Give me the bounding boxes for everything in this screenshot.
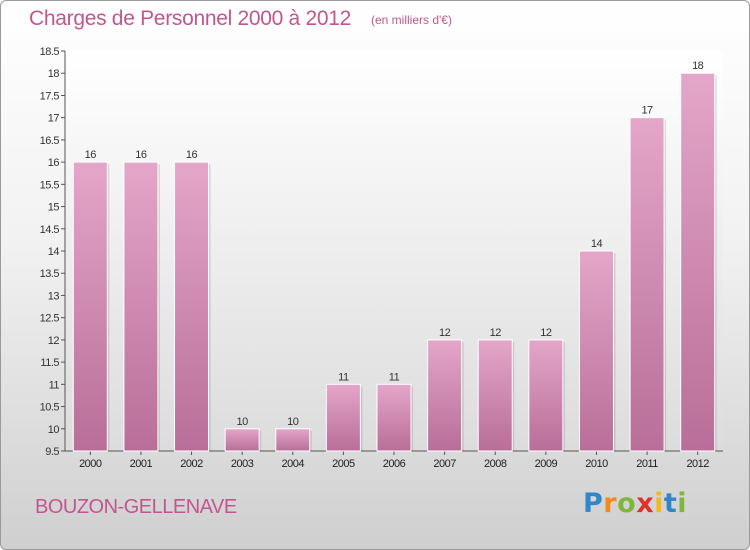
x-tick-label: 2005 [332,458,355,470]
x-tick-label: 2006 [383,458,406,470]
logo-letter: P [583,488,604,519]
y-tick-label: 12.5 [40,313,60,325]
logo-letter: r [603,488,618,519]
x-tick-label: 2008 [484,458,507,470]
y-tick-label: 16 [48,157,60,169]
y-tick-label: 9.5 [45,446,59,458]
y-tick-label: 14.5 [40,224,60,236]
bar [578,250,614,452]
logo-letter: i [654,488,664,519]
y-tick-label: 13.5 [40,268,60,280]
x-tick-label: 2000 [79,458,102,470]
data-label: 17 [641,105,653,117]
x-tick-label: 2010 [585,458,608,470]
bar [427,339,463,452]
y-tick-label: 12 [48,335,60,347]
bar [224,428,260,452]
logo-letter: x [636,488,655,519]
data-label: 18 [692,60,704,72]
y-tick-label: 17.5 [40,90,60,102]
bar [477,339,513,452]
y-tick-label: 11 [49,379,60,391]
bar [376,383,412,452]
chart-subtitle: (en milliers d'€) [371,13,452,27]
data-label: 16 [186,149,198,161]
logo-letter: o [617,488,637,519]
data-label: 14 [591,238,603,250]
data-label: 10 [287,416,299,428]
y-tick-label: 18 [48,68,60,80]
y-tick-label: 15 [48,202,60,214]
data-label: 12 [540,327,552,339]
y-tick-label: 16.5 [40,135,60,147]
x-tick-label: 2002 [180,458,203,470]
bar [325,383,361,452]
y-tick-label: 14 [48,246,60,258]
data-label: 12 [490,327,502,339]
y-tick-label: 10.5 [40,402,60,414]
x-tick-label: 2012 [686,458,709,470]
data-label: 12 [439,327,451,339]
bar [629,117,665,452]
x-tick-label: 2009 [535,458,558,470]
y-tick-label: 13 [48,290,60,302]
y-tick-label: 18.5 [40,46,60,58]
bar [72,161,108,452]
y-tick-label: 17 [48,113,60,125]
x-tick-label: 2001 [130,458,153,470]
bars-group [72,72,717,452]
y-tick-label: 11.5 [40,357,59,369]
logo-letter: t [663,488,678,519]
commune-name: BOUZON-GELLENAVE [35,496,237,518]
x-tick-label: 2007 [433,458,456,470]
x-tick-label: 2003 [231,458,254,470]
bar [275,428,311,452]
y-tick-label: 15.5 [40,179,60,191]
data-labels-group: 16 16 16 10 10 11 11 12 12 12 14 17 18 [85,60,705,428]
bar [174,161,210,452]
bar [680,72,716,452]
bar [123,161,159,452]
data-label: 10 [237,416,249,428]
proxiti-logo: Proxiti [583,488,687,519]
bar [528,339,564,452]
data-label: 11 [338,371,349,383]
logo-letter: i [677,488,688,519]
x-tick-label: 2011 [636,458,658,470]
data-label: 16 [135,149,147,161]
data-label: 11 [389,371,400,383]
chart-title: Charges de Personnel 2000 à 2012 [29,7,351,30]
x-tick-label: 2004 [282,458,305,470]
data-label: 16 [85,149,97,161]
y-tick-label: 10 [48,424,60,436]
